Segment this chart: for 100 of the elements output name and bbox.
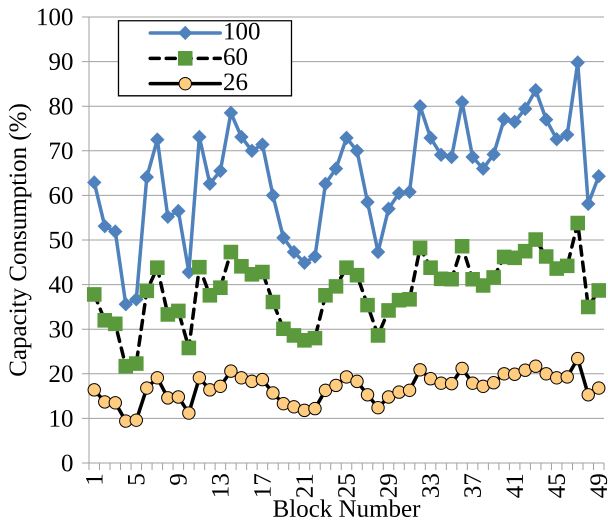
point (528, 360, 542, 373)
point (424, 130, 438, 145)
point (276, 230, 290, 245)
point (518, 364, 532, 377)
point (182, 406, 196, 420)
point (444, 272, 459, 287)
point (328, 162, 343, 176)
point (276, 396, 290, 410)
point (518, 102, 532, 116)
y-tick-label: 10 (50, 410, 73, 427)
y-tick-label: 0 (62, 454, 73, 472)
point (86, 287, 102, 302)
point (413, 363, 427, 376)
point (350, 144, 364, 158)
point (128, 356, 144, 371)
point (550, 132, 564, 146)
point (350, 268, 364, 283)
point (434, 148, 448, 162)
point (370, 328, 386, 343)
point (298, 404, 312, 418)
point (171, 204, 186, 218)
point (381, 303, 396, 318)
y-tick-label: 20 (50, 365, 73, 382)
x-tick-label: 5 (128, 474, 145, 484)
point (412, 240, 428, 256)
point (213, 280, 228, 296)
point (476, 162, 490, 176)
point (256, 372, 270, 386)
point (318, 176, 332, 191)
x-tick-label: 9 (170, 474, 187, 485)
point (371, 400, 385, 414)
y-axis-title: Capacity Consumption (%) (8, 104, 32, 376)
legend-label: 100 (225, 22, 260, 40)
x-tick-label: 37 (464, 474, 482, 497)
point (454, 238, 470, 254)
point (592, 169, 606, 184)
point (140, 284, 154, 298)
point (582, 388, 595, 402)
point (518, 244, 532, 258)
point (329, 378, 343, 392)
point (286, 245, 301, 260)
y-tick-label: 40 (48, 276, 73, 294)
point (402, 384, 416, 397)
x-tick-label: 45 (548, 474, 566, 498)
point (214, 380, 228, 393)
point (203, 383, 217, 397)
point (140, 381, 154, 395)
point (244, 144, 259, 158)
point (455, 362, 469, 376)
point (560, 258, 575, 274)
point (402, 184, 417, 199)
point (560, 370, 574, 384)
point (360, 298, 375, 312)
x-tick-label: 41 (506, 474, 523, 498)
point (287, 400, 301, 414)
point (570, 55, 585, 70)
point (234, 371, 248, 385)
point (466, 376, 480, 390)
point (539, 112, 554, 127)
point (255, 264, 270, 280)
point (108, 316, 123, 332)
point (130, 413, 143, 427)
x-tick-label: 13 (212, 474, 229, 496)
y-tick-label: 60 (50, 186, 73, 204)
point (592, 381, 606, 395)
point (591, 283, 606, 298)
point (192, 371, 206, 385)
x-tick-label: 33 (422, 474, 439, 497)
point (466, 150, 480, 164)
point (160, 210, 175, 224)
point (255, 138, 270, 152)
point (528, 232, 543, 247)
point (423, 260, 438, 275)
y-tick-label: 80 (49, 98, 73, 115)
point (108, 396, 122, 410)
legend-label: 26 (224, 74, 248, 90)
point (308, 250, 322, 264)
point (150, 371, 164, 385)
point (108, 224, 122, 239)
legend-label: 60 (224, 48, 248, 66)
x-tick-label: 1 (86, 474, 103, 484)
point (486, 270, 501, 285)
point (570, 216, 586, 230)
point (266, 294, 280, 310)
point (402, 292, 417, 307)
point (328, 279, 344, 294)
point (476, 380, 490, 393)
point (213, 164, 228, 178)
point (340, 130, 354, 145)
x-axis-title: Block Number (273, 499, 420, 517)
point (571, 352, 584, 366)
point (266, 386, 280, 400)
point (539, 367, 553, 380)
point (297, 256, 312, 270)
point (444, 376, 458, 390)
point (350, 374, 364, 388)
point (192, 260, 207, 275)
point (318, 384, 332, 397)
point (202, 176, 217, 191)
y-tick-label: 70 (50, 142, 73, 160)
